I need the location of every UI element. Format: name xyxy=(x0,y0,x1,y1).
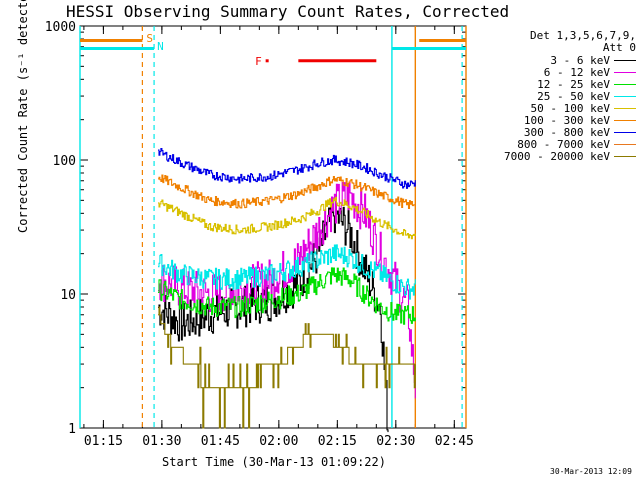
chart-title: HESSI Observing Summary Count Rates, Cor… xyxy=(66,2,510,21)
legend-swatch xyxy=(614,83,636,85)
legend-entry: 6 - 12 keV xyxy=(470,65,636,79)
saa-label: S xyxy=(146,32,153,45)
x-tick-label: 01:15 xyxy=(84,434,123,449)
series-line-8 xyxy=(158,306,416,429)
legend-header-1: Det 1,3,5,6,7,9, xyxy=(530,29,636,42)
legend-entry-label: 50 - 100 keV xyxy=(530,101,610,115)
legend-entry-label: 800 - 7000 keV xyxy=(517,137,610,151)
y-tick-label: 100 xyxy=(53,154,76,169)
legend-entry-label: 300 - 800 keV xyxy=(523,125,610,139)
y-tick-label: 1000 xyxy=(45,20,76,35)
legend-swatch xyxy=(614,59,636,61)
legend-swatch xyxy=(614,143,636,145)
legend-rows: 3 - 6 keV 6 - 12 keV 12 - 25 keV 25 - 50 ke… xyxy=(470,53,636,163)
timestamp: 30-Mar-2013 12:09 xyxy=(550,467,632,476)
series-line-5 xyxy=(158,174,416,209)
x-tick-label: 02:30 xyxy=(376,434,415,449)
series-line-6 xyxy=(158,148,416,189)
legend: Det 1,3,5,6,7,9, Att 0 3 - 6 keV 6 - 12 k… xyxy=(470,29,636,163)
series-line-3 xyxy=(158,244,416,300)
legend-header-2: Att 0 xyxy=(602,41,636,54)
legend-entry: 7000 - 20000 keV xyxy=(470,149,636,163)
legend-entry-label: 7000 - 20000 keV xyxy=(504,149,610,163)
legend-swatch xyxy=(614,107,636,109)
legend-entry: 12 - 25 keV xyxy=(470,77,636,91)
legend-entry-label: 12 - 25 keV xyxy=(537,77,610,91)
series-line-1 xyxy=(158,181,416,399)
x-tick-label: 01:45 xyxy=(201,434,240,449)
legend-swatch xyxy=(614,71,636,73)
legend-swatch xyxy=(614,131,636,133)
y-tick-label: 1 xyxy=(68,422,76,437)
y-axis-label: Corrected Count Rate (s⁻¹ detector⁻¹) xyxy=(16,0,30,233)
legend-entry: 50 - 100 keV xyxy=(470,101,636,115)
legend-swatch xyxy=(614,119,636,121)
x-axis-label: Start Time (30-Mar-13 01:09:22) xyxy=(162,455,386,469)
legend-entry: 800 - 7000 keV xyxy=(470,137,636,151)
legend-entry: 100 - 300 keV xyxy=(470,113,636,127)
legend-entry: 3 - 6 keV xyxy=(470,53,636,67)
legend-swatch xyxy=(614,155,636,157)
legend-entry-label: 25 - 50 keV xyxy=(537,89,610,103)
night-label: N xyxy=(157,40,164,53)
x-tick-label: 02:15 xyxy=(318,434,357,449)
x-tick-label: 02:00 xyxy=(259,434,298,449)
y-tick-label: 10 xyxy=(60,288,76,303)
legend-entry: 25 - 50 keV xyxy=(470,89,636,103)
legend-entry-label: 3 - 6 keV xyxy=(550,53,610,67)
series-line-0 xyxy=(158,194,389,433)
x-tick-label: 01:30 xyxy=(142,434,181,449)
x-tick-label: 02:45 xyxy=(435,434,474,449)
series-line-2 xyxy=(158,267,416,325)
flare-label: F xyxy=(255,55,262,68)
series-line-4 xyxy=(158,196,416,240)
flare-dot xyxy=(265,59,269,63)
legend-entry-label: 100 - 300 keV xyxy=(523,113,610,127)
legend-entry-label: 6 - 12 keV xyxy=(543,65,610,79)
legend-swatch xyxy=(614,95,636,97)
legend-entry: 300 - 800 keV xyxy=(470,125,636,139)
